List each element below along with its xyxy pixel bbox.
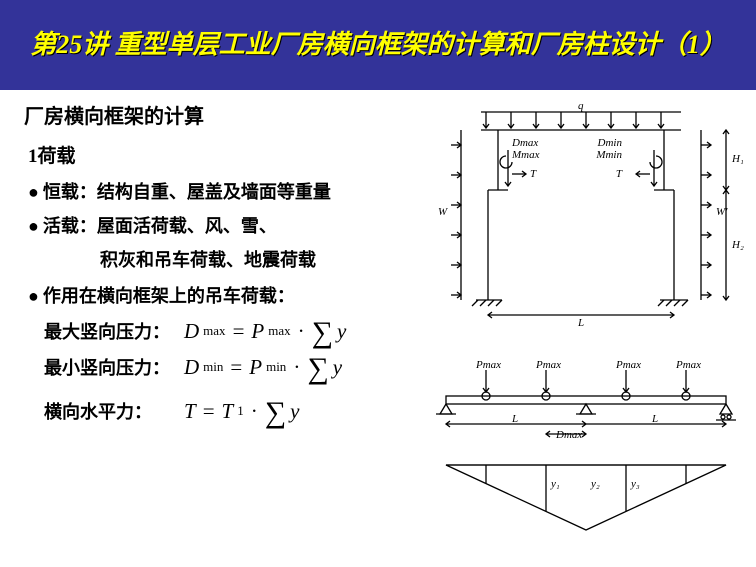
sub-max: max bbox=[268, 323, 290, 339]
label-L: L bbox=[651, 413, 658, 425]
sigma-icon: ∑ bbox=[265, 401, 286, 425]
formula-max-vertical: 最大竖向压力： Dmax = Pmax · ∑ y bbox=[44, 318, 414, 344]
influence-line-diagram: y₁ y₂ y₃ bbox=[426, 455, 746, 545]
label-Pmin: Pmax bbox=[675, 360, 701, 371]
bullet-live-load-cont: 积灰和吊车荷载、地震荷载 bbox=[100, 246, 414, 272]
label-L: L bbox=[511, 413, 518, 425]
label-Pmax: Pmax bbox=[535, 360, 561, 371]
sub-min: min bbox=[203, 359, 223, 375]
var-y: y bbox=[290, 399, 299, 424]
sub-min: min bbox=[266, 359, 286, 375]
label-Dmax: Dmax bbox=[511, 137, 538, 149]
bullet-dead-load: ● 恒载：结构自重、屋盖及墙面等重量 bbox=[28, 178, 414, 204]
equals-icon: = bbox=[200, 399, 218, 424]
label-Wp: W′ bbox=[716, 206, 728, 218]
bullet-text: 恒载：结构自重、屋盖及墙面等重量 bbox=[43, 178, 331, 204]
formula-label: 最大竖向压力： bbox=[44, 318, 184, 344]
frame-diagram: q W W′ Dmax Mmax T Dmin Mmin T L H₁ H₂ bbox=[426, 100, 746, 330]
title-band: 第25讲 重型单层工业厂房横向框架的计算和厂房柱设计（1） bbox=[0, 0, 756, 90]
label-T: T bbox=[616, 168, 623, 180]
bullet-icon: ● bbox=[28, 217, 39, 235]
label-L: L bbox=[577, 317, 584, 329]
label-y2: y₂ bbox=[590, 478, 600, 490]
formula-expr: Dmin = Pmin · ∑ y bbox=[184, 355, 342, 380]
crane-beam-diagram: Pmax Pmax Pmax Pmax L L Dmax bbox=[426, 360, 746, 440]
bullet-icon: ● bbox=[28, 183, 39, 201]
label-W: W bbox=[438, 206, 448, 218]
label-H2: H₂ bbox=[731, 239, 744, 251]
var-T: T bbox=[222, 399, 234, 424]
sub-max: max bbox=[203, 323, 225, 339]
var-T: T bbox=[184, 399, 196, 424]
label-Mmax: Mmax bbox=[511, 149, 540, 161]
text-column: 厂房横向框架的计算 1荷载 ● 恒载：结构自重、屋盖及墙面等重量 ● 活载：屋面… bbox=[24, 100, 414, 424]
label-Mmin: Mmin bbox=[595, 149, 622, 161]
label-y1: y₁ bbox=[550, 478, 560, 490]
formula-horizontal: 横向水平力： T = T1 · ∑ y bbox=[44, 398, 414, 424]
bullet-icon: ● bbox=[28, 287, 39, 305]
bullet-live-load: ● 活载：屋面活荷载、风、雪、 bbox=[28, 212, 414, 238]
bullet-text: 作用在横向框架上的吊车荷载： bbox=[43, 282, 295, 308]
formula-label: 最小竖向压力： bbox=[44, 354, 184, 380]
formula-min-vertical: 最小竖向压力： Dmin = Pmin · ∑ y bbox=[44, 354, 414, 380]
label-H1: H₁ bbox=[731, 153, 744, 165]
dot-icon: · bbox=[295, 319, 308, 344]
var-y: y bbox=[337, 319, 346, 344]
formula-label: 横向水平力： bbox=[44, 398, 184, 424]
page-title: 第25讲 重型单层工业厂房横向框架的计算和厂房柱设计（1） bbox=[30, 27, 726, 62]
label-T: T bbox=[530, 168, 537, 180]
label-y3: y₃ bbox=[630, 478, 640, 490]
sigma-icon: ∑ bbox=[312, 321, 333, 345]
formula-expr: T = T1 · ∑ y bbox=[184, 399, 299, 424]
label-Dmin: Dmin bbox=[597, 137, 623, 149]
var-P: P bbox=[251, 319, 264, 344]
label-Pmin: Pmax bbox=[615, 360, 641, 371]
bullet-text: 活载：屋面活荷载、风、雪、 bbox=[43, 212, 277, 238]
sub-1: 1 bbox=[237, 403, 244, 419]
dot-icon: · bbox=[248, 399, 261, 424]
section-heading: 厂房横向框架的计算 bbox=[24, 100, 414, 129]
label-Dmax: Dmax bbox=[555, 429, 582, 440]
dot-icon: · bbox=[290, 355, 303, 380]
subheading-loads: 1荷载 bbox=[28, 141, 414, 168]
var-D: D bbox=[184, 355, 199, 380]
var-P: P bbox=[249, 355, 262, 380]
bullet-crane-load: ● 作用在横向框架上的吊车荷载： bbox=[28, 282, 414, 308]
formula-expr: Dmax = Pmax · ∑ y bbox=[184, 319, 346, 344]
equals-icon: = bbox=[227, 355, 245, 380]
label-Pmax: Pmax bbox=[475, 360, 501, 371]
sigma-icon: ∑ bbox=[307, 357, 328, 381]
var-y: y bbox=[333, 355, 342, 380]
equals-icon: = bbox=[230, 319, 248, 344]
label-q: q bbox=[578, 100, 584, 112]
var-D: D bbox=[184, 319, 199, 344]
